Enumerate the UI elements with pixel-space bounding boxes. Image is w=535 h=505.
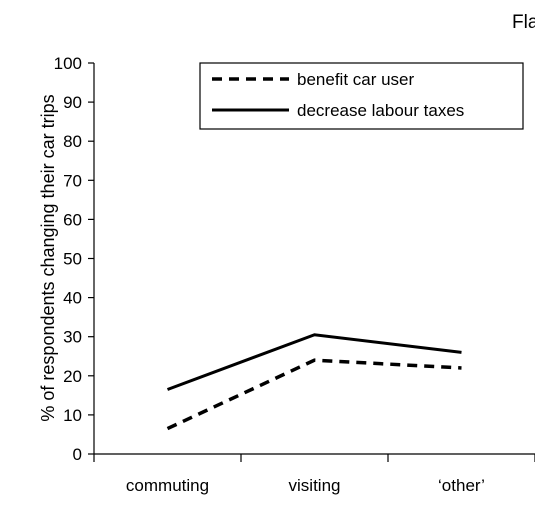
series-line-2	[166, 333, 462, 391]
y-tick-label: 20	[63, 367, 82, 386]
y-tick-label: 60	[63, 210, 82, 229]
y-tick-label: 70	[63, 171, 82, 190]
y-tick-label: 100	[54, 54, 82, 73]
y-tick-label: 30	[63, 328, 82, 347]
chart-title: Fla	[512, 12, 535, 33]
x-tick-label: ‘other’	[438, 476, 485, 495]
y-tick-label: 90	[63, 93, 82, 112]
y-tick-label: 40	[63, 289, 82, 308]
x-tick-label: visiting	[289, 476, 341, 495]
legend-label-1: benefit car user	[297, 70, 415, 89]
y-tick-label: 50	[63, 250, 82, 269]
legend-label-2: decrease labour taxes	[297, 101, 464, 120]
x-ticks: commuting visiting ‘other’	[93, 454, 535, 495]
series-layer	[166, 333, 462, 431]
y-tick-label: 10	[63, 406, 82, 425]
y-tick-label: 0	[73, 445, 82, 464]
legend-box	[199, 62, 524, 130]
legend: benefit car user decrease labour taxes	[199, 62, 524, 130]
y-ticks: 0 10 20 30 40 50 60 70 80 90 100	[54, 54, 94, 464]
x-tick-label: commuting	[126, 476, 209, 495]
y-axis-label: % of respondents changing their car trip…	[38, 94, 58, 421]
y-tick-label: 80	[63, 132, 82, 151]
series-line-1	[166, 358, 462, 431]
